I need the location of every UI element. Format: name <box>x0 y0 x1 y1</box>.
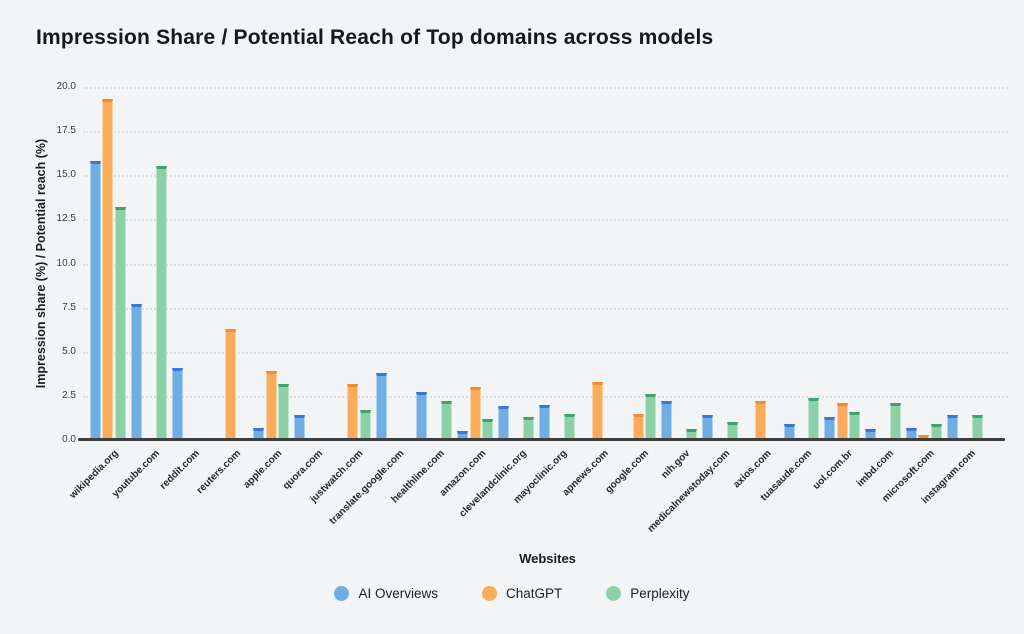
plot-area <box>85 87 1010 440</box>
gridline <box>83 307 1008 310</box>
bar <box>114 207 126 440</box>
y-tick-label: 5.0 <box>62 345 76 357</box>
bar <box>783 424 795 440</box>
legend-swatch-icon <box>334 586 350 601</box>
bar <box>498 406 509 440</box>
gridline <box>83 131 1008 134</box>
y-tick-label: 0.0 <box>62 434 76 445</box>
legend-item-ai-overviews[interactable]: AI Overviews <box>334 586 438 601</box>
bar <box>661 401 673 440</box>
bar <box>294 415 305 440</box>
bar <box>890 402 901 440</box>
gridline <box>83 219 1008 222</box>
bar <box>632 413 644 440</box>
bar <box>686 429 697 440</box>
x-tick-label: translate.google.com <box>327 448 407 527</box>
bar <box>755 401 767 440</box>
bar <box>971 415 983 440</box>
bar <box>726 422 738 440</box>
bar <box>130 304 142 440</box>
x-tick-label: nih.gov <box>659 448 692 481</box>
legend-label: Perplexity <box>630 586 690 601</box>
x-tick-label: medicalnewstoday.com <box>646 448 733 535</box>
bar <box>102 99 114 440</box>
bar <box>171 367 183 440</box>
x-tick-label: axios.com <box>731 448 774 491</box>
x-tick-label: imbd.com <box>854 448 896 490</box>
bar <box>253 427 265 440</box>
bar <box>265 371 277 440</box>
x-axis-title: Websites <box>519 551 576 566</box>
gridline <box>83 395 1008 398</box>
y-tick-label: 15.0 <box>56 169 76 181</box>
y-tick-label: 10.0 <box>56 257 76 269</box>
bar <box>702 415 713 440</box>
bar <box>849 411 861 440</box>
bar <box>563 413 575 440</box>
legend: AI Overviews ChatGPT Perplexity <box>0 586 1024 601</box>
bar <box>836 402 848 440</box>
y-tick-label: 2.5 <box>62 389 76 401</box>
bar <box>808 397 820 440</box>
gridline <box>83 351 1008 354</box>
bar <box>538 404 550 440</box>
bar <box>482 418 493 440</box>
bar <box>90 161 101 440</box>
y-tick-label: 20.0 <box>56 81 76 92</box>
bar <box>946 415 958 440</box>
bar <box>278 383 289 440</box>
legend-label: AI Overviews <box>358 586 438 601</box>
x-tick-label: apple.com <box>241 448 284 491</box>
x-axis-line <box>78 438 1005 441</box>
bar <box>918 434 930 440</box>
chart-title: Impression Share / Potential Reach of To… <box>36 26 714 49</box>
bar <box>906 427 917 440</box>
gridline <box>83 175 1008 178</box>
bar <box>359 410 371 440</box>
bar <box>155 166 167 440</box>
legend-item-perplexity[interactable]: Perplexity <box>606 586 690 601</box>
x-tick-label: reddit.com <box>158 448 203 492</box>
x-tick-label: uol.com.br <box>811 448 856 492</box>
y-tick-label: 7.5 <box>62 301 76 313</box>
gridline <box>83 263 1008 266</box>
bar <box>441 401 453 440</box>
bar <box>930 424 942 440</box>
legend-swatch-icon <box>481 586 497 601</box>
bar <box>224 328 236 440</box>
bar <box>457 431 469 440</box>
bar <box>645 394 657 440</box>
legend-label: ChatGPT <box>505 586 563 601</box>
bar <box>469 387 481 440</box>
bar <box>865 429 877 440</box>
gridline <box>83 87 1008 89</box>
legend-swatch-icon <box>606 586 622 601</box>
bar <box>416 392 428 440</box>
bar <box>347 383 359 440</box>
bar <box>522 417 534 440</box>
bar <box>824 417 836 440</box>
y-tick-label: 17.5 <box>56 125 76 137</box>
bar <box>375 372 387 440</box>
y-tick-label: 12.5 <box>56 213 76 225</box>
bar <box>592 381 603 440</box>
legend-item-chatgpt[interactable]: ChatGPT <box>481 586 563 601</box>
